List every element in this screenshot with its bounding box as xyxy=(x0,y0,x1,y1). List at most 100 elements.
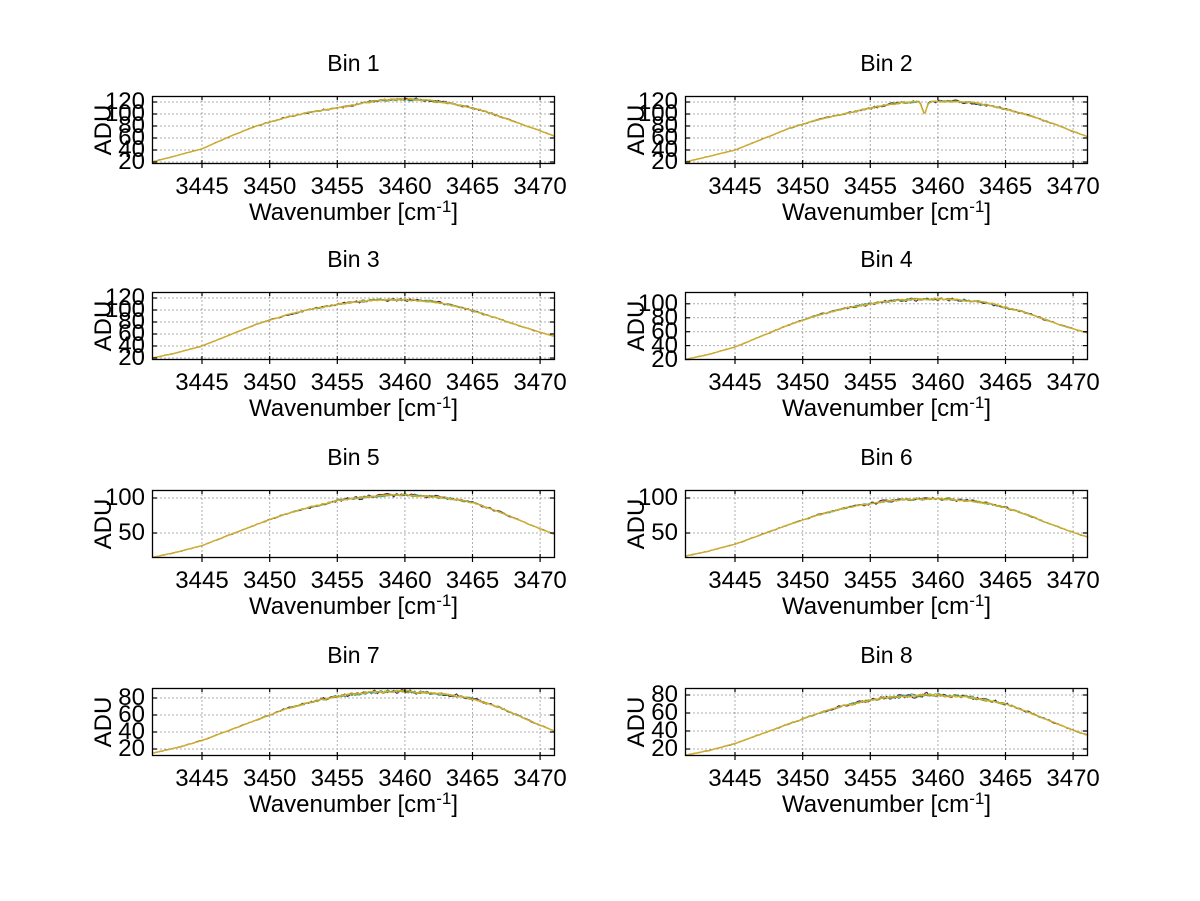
axes-box xyxy=(684,687,1089,757)
x-tick-label: 3465 xyxy=(978,173,1033,200)
trace-overlay-dark xyxy=(151,689,556,754)
x-tick-label: 3445 xyxy=(175,173,229,200)
trace-overlay-dark xyxy=(684,99,1089,163)
x-axis-label-text: Wavenumber [cm xyxy=(249,395,437,422)
y-tick-label: 40 xyxy=(651,331,678,359)
trace-main-yellow xyxy=(151,298,556,359)
x-axis-label-suffix: ] xyxy=(984,395,991,422)
axes-box xyxy=(151,95,556,165)
plot-area xyxy=(684,489,1089,562)
x-tick-label: 3460 xyxy=(911,173,965,200)
trace-overlay-teal xyxy=(151,493,556,558)
x-tick-label: 3460 xyxy=(378,173,432,200)
y-tick-label: 50 xyxy=(118,519,145,546)
x-axis-label-superscript: -1 xyxy=(969,789,985,808)
x-tick-label: 3465 xyxy=(445,369,500,396)
y-tick-label: 40 xyxy=(118,332,145,359)
x-tick-label: 3445 xyxy=(708,765,762,792)
y-tick-label: 40 xyxy=(118,718,145,745)
x-tick-label: 3445 xyxy=(708,173,762,200)
x-tick-label: 3460 xyxy=(911,369,965,396)
x-tick-label: 3465 xyxy=(978,369,1033,396)
y-tick-label: 60 xyxy=(118,124,145,151)
x-tick-label: 3450 xyxy=(242,567,297,594)
plot-title: Bin 5 xyxy=(327,444,380,470)
x-tick-label: 3470 xyxy=(1046,369,1100,396)
x-tick-label: 3470 xyxy=(513,173,567,200)
trace-overlay-green xyxy=(684,497,1089,557)
x-axis-label-superscript: -1 xyxy=(436,197,452,216)
y-tick-label: 100 xyxy=(637,289,678,317)
x-axis-label-suffix: ] xyxy=(451,199,458,226)
x-axis-label: Wavenumber [cm-1] xyxy=(152,592,555,620)
trace-overlay-teal xyxy=(684,99,1089,163)
y-tick-label: 120 xyxy=(637,88,678,115)
y-tick-label: 60 xyxy=(651,699,678,726)
x-tick-label: 3455 xyxy=(843,173,897,200)
x-tick-label: 3470 xyxy=(1046,567,1100,594)
subplot-bin-3: Bin 3 ADU 120 100 80 60 40 20 3445 3450 3455 3460 34… xyxy=(90,246,567,422)
axes-box xyxy=(151,687,556,757)
trace-overlay-dark xyxy=(151,492,556,559)
plot-title: Bin 8 xyxy=(860,642,913,668)
subplot-bin-6: Bin 6 ADU 100 50 3445 3450 3455 3460 3465 3470 Wav… xyxy=(623,444,1100,620)
x-tick-label: 3445 xyxy=(175,567,229,594)
trace-main-yellow xyxy=(684,497,1089,557)
y-tick-label: 20 xyxy=(118,735,145,762)
y-tick-label: 100 xyxy=(104,484,145,511)
axes-box xyxy=(151,291,556,361)
y-tick-label: 100 xyxy=(637,100,678,127)
axes-box xyxy=(684,95,1089,165)
x-tick-label: 3465 xyxy=(445,173,500,200)
subplot-bin-8: Bin 8 ADU 80 60 40 20 3445 3450 3455 3460 3465 3470… xyxy=(623,642,1100,818)
axes-box xyxy=(684,291,1089,361)
plot-title: Bin 2 xyxy=(860,50,913,76)
x-tick-label: 3470 xyxy=(513,567,567,594)
plot-area xyxy=(151,95,556,168)
y-tick-label: 120 xyxy=(104,88,145,115)
x-tick-label: 3445 xyxy=(708,369,762,396)
y-tick-label: 120 xyxy=(104,284,145,311)
x-tick-label: 3455 xyxy=(310,173,364,200)
x-tick-label: 3445 xyxy=(175,369,229,396)
axes-box xyxy=(151,489,556,559)
x-tick-label: 3445 xyxy=(175,765,229,792)
x-axis-label: Wavenumber [cm-1] xyxy=(152,197,555,226)
x-tick-label: 3450 xyxy=(775,765,830,792)
x-axis-label-suffix: ] xyxy=(451,395,458,422)
x-axis-label: Wavenumber [cm-1] xyxy=(685,198,1088,226)
y-tick-label: 80 xyxy=(651,112,678,139)
trace-overlay-dark xyxy=(151,297,556,359)
trace-overlay-green xyxy=(684,297,1089,360)
x-tick-label: 3460 xyxy=(378,369,432,396)
y-tick-label: 60 xyxy=(651,317,678,345)
plot-title: Bin 7 xyxy=(327,642,380,668)
y-tick-label: 80 xyxy=(118,112,145,139)
y-tick-label: 40 xyxy=(118,136,145,163)
trace-overlay-green xyxy=(684,693,1089,756)
x-tick-label: 3455 xyxy=(843,567,897,594)
plot-title: Bin 4 xyxy=(860,246,913,272)
trace-overlay-teal xyxy=(151,298,556,359)
axes-box xyxy=(684,489,1089,559)
x-axis-label: Wavenumber [cm-1] xyxy=(685,789,1088,818)
y-tick-label: 40 xyxy=(651,136,678,163)
trace-overlay-green xyxy=(151,298,556,359)
x-tick-label: 3470 xyxy=(1046,765,1100,792)
trace-overlay-teal xyxy=(684,297,1089,360)
x-tick-label: 3450 xyxy=(775,173,830,200)
trace-main-yellow xyxy=(684,297,1089,361)
x-tick-label: 3455 xyxy=(843,369,897,396)
x-axis-label-suffix: ] xyxy=(984,593,991,620)
y-tick-label: 80 xyxy=(651,303,678,331)
x-axis-label-text: Wavenumber [cm xyxy=(782,593,970,620)
x-axis-label-text: Wavenumber [cm xyxy=(782,199,970,226)
y-tick-label: 80 xyxy=(118,308,145,335)
trace-overlay-green xyxy=(151,690,556,754)
y-tick-label: 20 xyxy=(651,148,678,175)
subplot-bin-4: Bin 4 ADU 100 80 60 40 20 3445 3450 3455 3460 3465 3… xyxy=(623,246,1100,422)
trace-overlay-dark xyxy=(684,297,1089,361)
x-tick-label: 3450 xyxy=(775,369,830,396)
x-tick-label: 3470 xyxy=(1046,173,1100,200)
x-tick-label: 3460 xyxy=(911,567,965,594)
